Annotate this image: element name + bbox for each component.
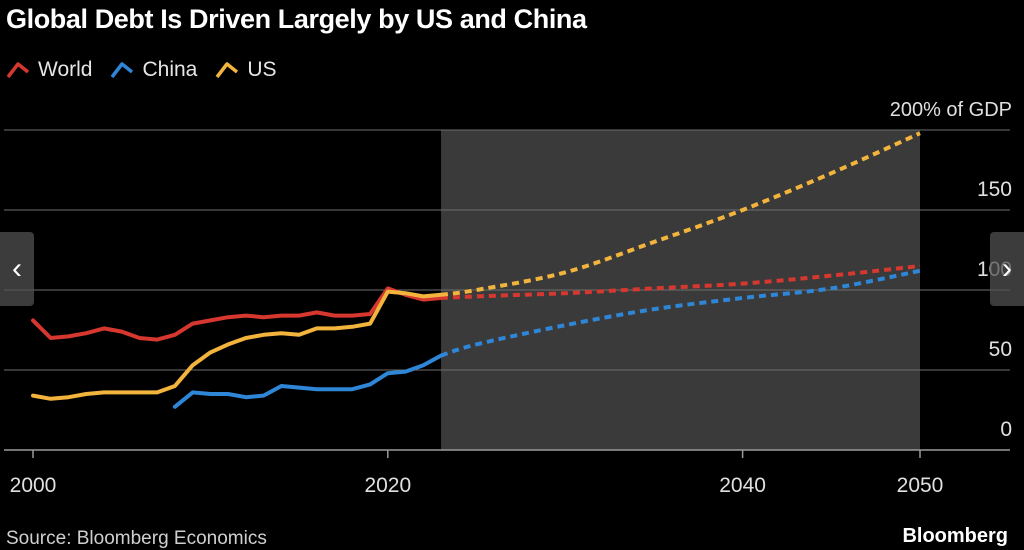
series-china-line: [172, 353, 443, 409]
legend: World China US: [6, 56, 277, 84]
source-note: Source: Bloomberg Economics: [6, 528, 267, 549]
legend-swatch-world: [6, 60, 30, 80]
legend-label-china: China: [142, 58, 198, 81]
series-world-line: [31, 286, 443, 342]
y-tick-label-200: 200% of GDP: [890, 99, 1012, 121]
legend-swatch-us: [215, 60, 239, 80]
series-us-projection: [440, 131, 921, 297]
x-tick-label-2000: 2000: [10, 474, 57, 497]
series-china-projection: [440, 268, 921, 358]
series-world-projection: [440, 264, 921, 300]
x-tick-label-2020: 2020: [364, 474, 411, 497]
chart-title: Global Debt Is Driven Largely by US and …: [6, 4, 587, 34]
next-arrow-icon[interactable]: ›: [990, 232, 1024, 306]
legend-item-us: US: [215, 58, 277, 82]
y-tick-label-50: 50: [989, 338, 1012, 361]
y-tick-label-150: 150: [977, 178, 1012, 201]
brand-logo: Bloomberg: [902, 525, 1008, 547]
x-tick-label-2040: 2040: [719, 474, 766, 497]
series-us-line: [31, 289, 443, 401]
legend-swatch-china: [110, 60, 134, 80]
legend-label-world: World: [38, 58, 93, 81]
x-tick-label-2050: 2050: [897, 474, 944, 497]
previous-arrow-icon[interactable]: ‹: [0, 232, 34, 306]
legend-label-us: US: [247, 58, 277, 81]
y-tick-label-0: 0: [1000, 418, 1012, 441]
legend-item-china: China: [110, 58, 197, 82]
legend-item-world: World: [6, 58, 92, 82]
